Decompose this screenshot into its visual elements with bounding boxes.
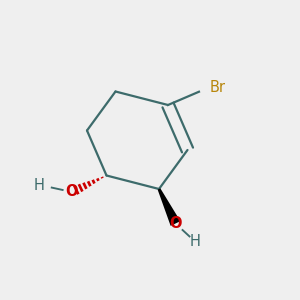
Text: O: O bbox=[66, 184, 78, 200]
Text: H: H bbox=[190, 234, 200, 249]
Polygon shape bbox=[78, 184, 84, 192]
Polygon shape bbox=[158, 188, 180, 226]
Polygon shape bbox=[96, 178, 100, 181]
Polygon shape bbox=[73, 185, 80, 195]
Polygon shape bbox=[87, 181, 92, 187]
Polygon shape bbox=[82, 182, 88, 189]
Polygon shape bbox=[101, 176, 104, 179]
Text: H: H bbox=[34, 178, 44, 194]
Text: O: O bbox=[169, 216, 182, 231]
Polygon shape bbox=[92, 179, 96, 184]
Text: Br: Br bbox=[210, 80, 226, 94]
